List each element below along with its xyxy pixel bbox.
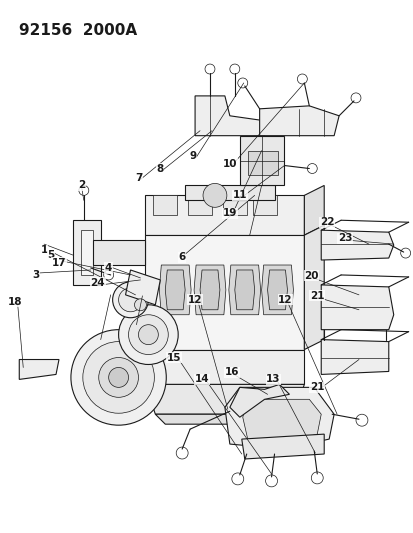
Polygon shape [267,270,287,310]
Polygon shape [247,151,277,175]
Text: 23: 23 [337,233,351,243]
Polygon shape [165,270,185,310]
Circle shape [103,270,113,280]
Circle shape [400,248,410,258]
Polygon shape [194,265,225,315]
Circle shape [78,185,88,196]
Circle shape [311,472,323,484]
Polygon shape [224,387,333,449]
Text: 17: 17 [52,258,66,268]
Text: 16: 16 [224,367,238,377]
Circle shape [118,305,178,365]
Polygon shape [19,360,59,379]
Polygon shape [188,196,211,215]
Circle shape [112,282,148,318]
Circle shape [229,64,239,74]
Polygon shape [199,270,219,310]
Text: 5: 5 [47,250,55,260]
Text: 12: 12 [278,295,292,305]
Circle shape [71,330,166,425]
Circle shape [231,473,243,485]
Text: 18: 18 [8,297,22,307]
Circle shape [306,164,316,173]
Text: 9: 9 [189,151,196,160]
Polygon shape [234,270,254,310]
Polygon shape [320,340,388,375]
Text: 15: 15 [166,352,181,362]
Circle shape [202,183,226,207]
Polygon shape [93,240,145,265]
Polygon shape [242,399,320,443]
Text: 20: 20 [303,271,318,281]
Text: 92156  2000A: 92156 2000A [19,23,137,38]
Text: 8: 8 [156,164,164,174]
Polygon shape [252,196,276,215]
Text: 6: 6 [178,252,185,262]
Polygon shape [145,350,304,384]
Circle shape [98,358,138,397]
Text: 1: 1 [40,245,47,255]
Text: 11: 11 [232,190,247,200]
Text: 22: 22 [319,217,334,227]
Polygon shape [185,185,274,200]
Circle shape [204,64,214,74]
Circle shape [134,299,146,311]
Polygon shape [145,235,304,350]
Polygon shape [320,285,393,330]
Circle shape [176,447,188,459]
Polygon shape [125,270,160,305]
Text: 3: 3 [33,270,40,280]
Polygon shape [320,230,393,260]
Text: 21: 21 [309,291,324,301]
Text: 13: 13 [266,374,280,384]
Polygon shape [261,265,293,315]
Text: 21: 21 [309,382,324,392]
Polygon shape [229,384,289,417]
Text: 12: 12 [188,295,202,305]
Polygon shape [159,265,191,315]
Text: 10: 10 [222,158,237,168]
Polygon shape [81,230,93,275]
Polygon shape [145,384,304,414]
Polygon shape [155,414,294,424]
Text: 24: 24 [90,278,105,288]
Text: 4: 4 [105,263,112,273]
Polygon shape [304,185,323,235]
Polygon shape [241,434,323,459]
Polygon shape [145,196,304,235]
Circle shape [128,315,168,354]
Polygon shape [228,265,260,315]
Polygon shape [239,136,284,185]
Polygon shape [195,96,264,136]
Circle shape [297,74,306,84]
Circle shape [350,93,360,103]
Polygon shape [73,220,100,285]
Polygon shape [259,106,338,136]
Circle shape [138,325,158,345]
Polygon shape [222,196,246,215]
Circle shape [83,342,154,413]
Text: 2: 2 [78,181,85,190]
Circle shape [118,288,142,312]
Circle shape [265,475,277,487]
Text: 7: 7 [135,173,142,183]
Text: 19: 19 [222,208,237,219]
Polygon shape [153,196,177,215]
Circle shape [237,78,247,88]
Text: 14: 14 [194,374,209,384]
Circle shape [108,367,128,387]
Circle shape [355,414,367,426]
Polygon shape [304,225,323,350]
